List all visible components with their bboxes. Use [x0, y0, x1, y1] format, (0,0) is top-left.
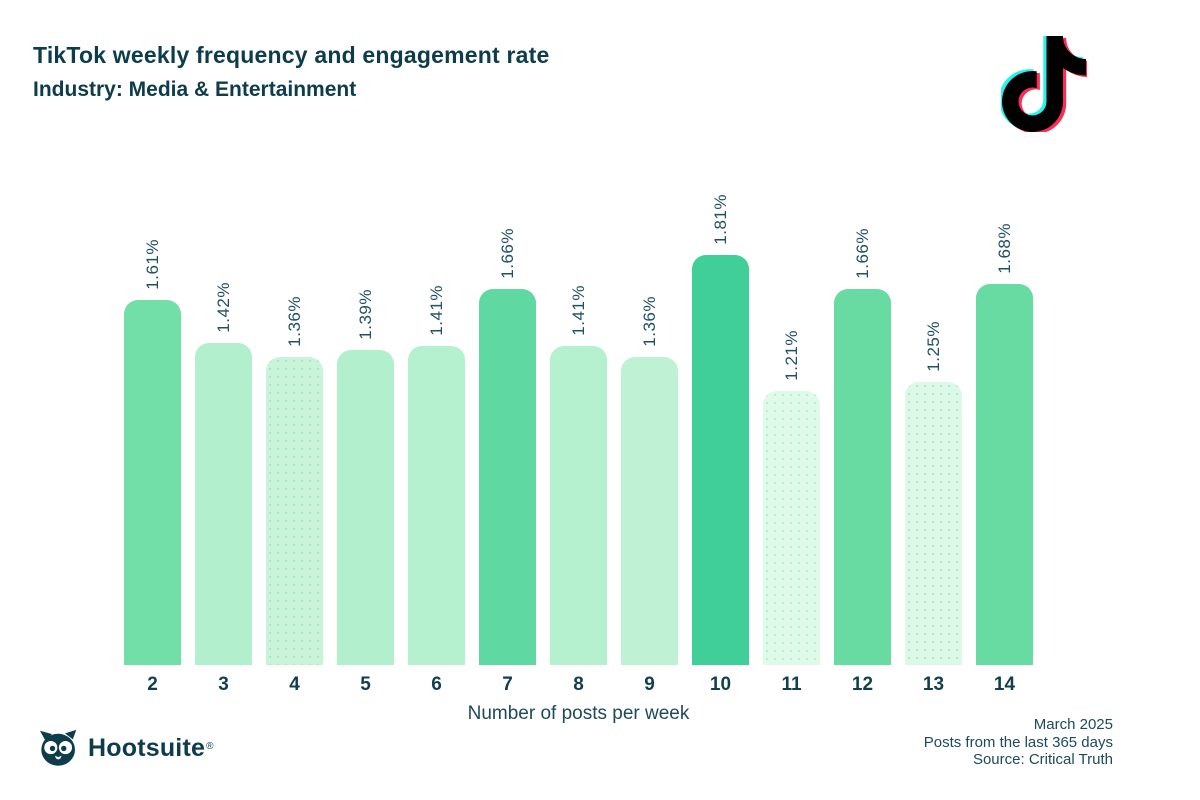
x-tick-label: 10 [709, 674, 732, 695]
bar [266, 357, 323, 665]
bar-value-label: 1.41% [426, 285, 446, 336]
bar-value-label: 1.36% [639, 296, 659, 347]
bar-column: 1.21% [763, 330, 820, 665]
bar-column: 1.41% [550, 285, 607, 665]
x-tick-label: 5 [360, 674, 371, 695]
bar [124, 300, 181, 665]
footer-source: Source: Critical Truth [972, 751, 1113, 768]
bar [621, 357, 678, 665]
bar [692, 255, 749, 665]
hootsuite-logo: Hootsuite® [38, 729, 213, 767]
page-title: TikTok weekly frequency and engagement r… [33, 42, 550, 68]
bar-column: 1.68% [976, 223, 1033, 665]
bar-value-label: 1.42% [213, 282, 233, 333]
bar-column: 1.36% [621, 296, 678, 665]
registered-mark: ® [206, 741, 214, 753]
bar-value-label: 1.66% [852, 228, 872, 279]
bar-value-label: 1.39% [355, 289, 375, 340]
x-tick-label: 6 [431, 674, 442, 695]
bar [195, 343, 252, 665]
bar-column: 1.81% [692, 194, 749, 665]
footer-date: March 2025 [1033, 716, 1113, 733]
bar-value-label: 1.81% [710, 194, 730, 245]
footer-range: Posts from the last 365 days [923, 733, 1113, 751]
x-tick-label: 11 [781, 674, 802, 695]
bar-value-label: 1.66% [497, 228, 517, 279]
bar-value-label: 1.21% [781, 330, 801, 381]
bar-chart: 1.61% 1.42% 1.36% 1.39% 1.41% 1.66% 1.41% 1.36%… [124, 150, 1033, 725]
bar-column: 1.41% [408, 285, 465, 665]
x-tick-label: 12 [851, 674, 874, 695]
x-tick-label: 13 [922, 674, 945, 695]
header: TikTok weekly frequency and engagement r… [33, 42, 549, 102]
bar [834, 289, 891, 665]
source-note: March 2025 Posts from the last 365 days … [924, 716, 1113, 769]
hootsuite-wordmark: Hootsuite® [88, 733, 214, 762]
x-tick-label: 14 [993, 674, 1016, 695]
bar [905, 382, 962, 665]
tiktok-logo-icon [998, 34, 1090, 134]
bar [479, 289, 536, 665]
bars-area: 1.61% 1.42% 1.36% 1.39% 1.41% 1.66% 1.41% 1.36%… [124, 150, 1033, 665]
bar-value-label: 1.41% [568, 285, 588, 336]
bar-value-label: 1.25% [923, 321, 943, 372]
x-tick-label: 7 [502, 674, 513, 695]
bar-column: 1.42% [195, 282, 252, 665]
owl-icon [40, 729, 77, 766]
bar [408, 346, 465, 665]
bar-column: 1.39% [337, 289, 394, 665]
bar-column: 1.36% [266, 296, 323, 665]
x-tick-label: 2 [147, 674, 158, 695]
bar [550, 346, 607, 665]
bar [337, 350, 394, 665]
bar-value-label: 1.36% [284, 296, 304, 347]
x-tick-label: 9 [644, 674, 655, 695]
bar-column: 1.66% [834, 228, 891, 665]
bar-column: 1.25% [905, 321, 962, 665]
page-subtitle: Industry: Media & Entertainment [33, 78, 357, 101]
bar [763, 391, 820, 665]
x-tick-label: 8 [573, 674, 584, 695]
x-axis-title: Number of posts per week [467, 703, 690, 724]
bar-column: 1.66% [479, 228, 536, 665]
bar-column: 1.61% [124, 239, 181, 665]
bar-value-label: 1.68% [994, 223, 1014, 274]
x-tick-label: 3 [218, 674, 229, 695]
tiktok-note-icon [998, 34, 1090, 134]
x-tick-label: 4 [289, 674, 300, 695]
x-axis-ticks: 2 3 4 5 6 7 8 9 10 11 12 13 14 [124, 674, 1033, 696]
bar-value-label: 1.61% [142, 239, 162, 290]
bar [976, 284, 1033, 665]
